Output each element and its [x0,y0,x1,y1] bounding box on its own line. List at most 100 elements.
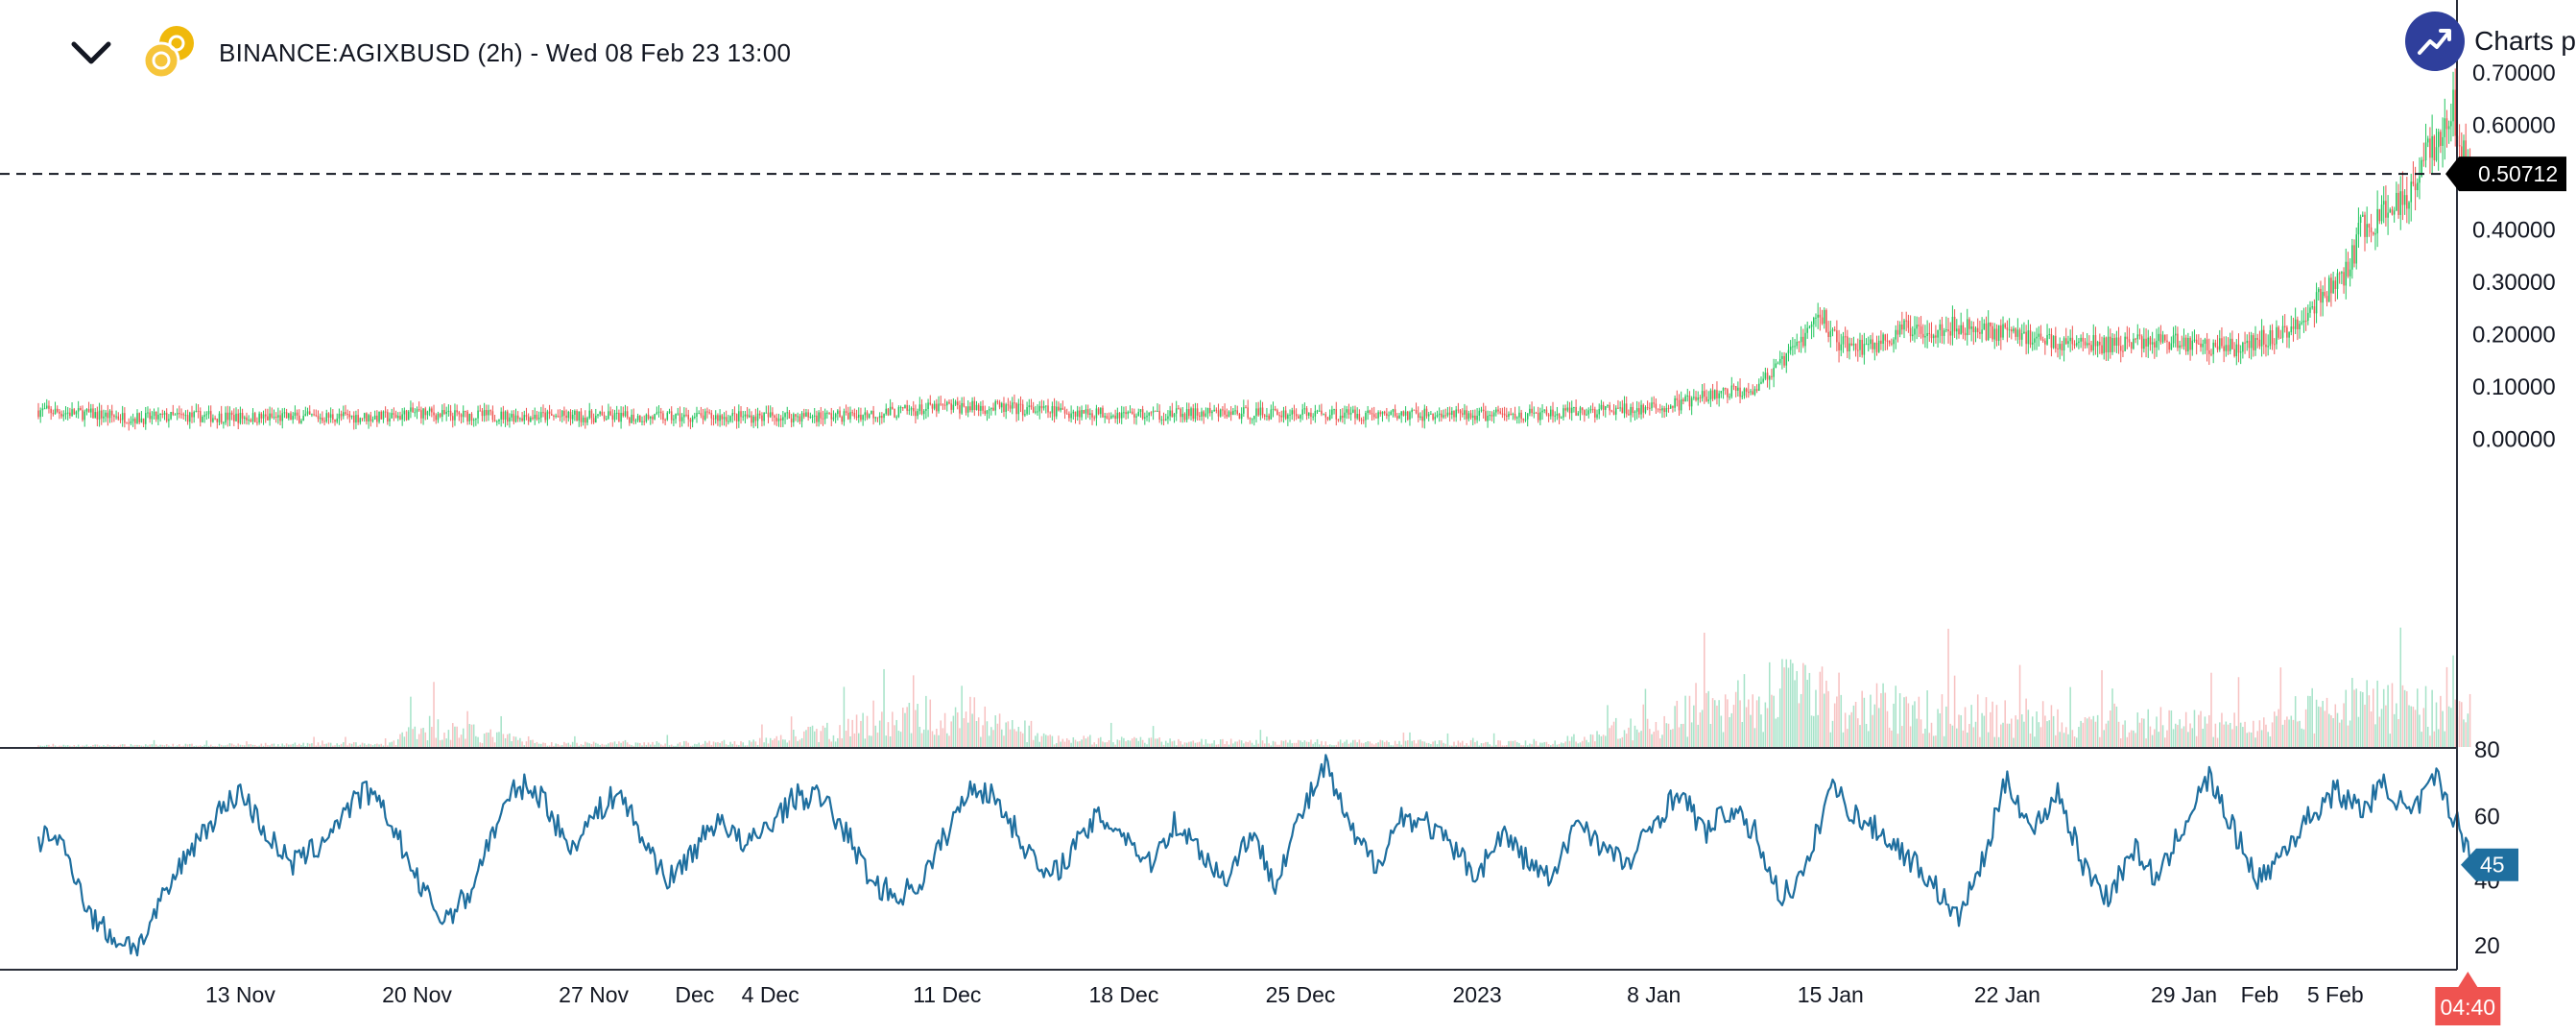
chevron-down-icon[interactable] [58,19,125,86]
candle-body [611,415,614,421]
volume-bar [811,725,814,747]
volume-bar [2008,723,2011,747]
volume-bar [1125,741,1127,747]
candle-body [147,412,149,414]
volume-bar [881,711,883,747]
volume-bar [1471,737,1474,747]
candle-body [887,408,890,416]
volume-bar [304,746,307,747]
candle-body [1857,349,1859,351]
volume-bar [946,733,948,747]
volume-bar [2027,710,2030,747]
candle-body [1206,408,1209,414]
volume-bar [1348,743,1350,747]
candle-body [1026,407,1028,415]
candle-body [1870,339,1872,345]
candle-body [1891,343,1893,345]
volume-bar [1024,720,1026,747]
volume-bar [468,724,471,747]
candle-body [1070,413,1072,419]
volume-bar [66,745,69,747]
volume-bar [1655,721,1658,747]
candle-body [1537,412,1539,421]
volume-bar [2210,672,2212,747]
candle-body [2216,346,2219,350]
candle-body [1535,412,1538,414]
brand-badge[interactable]: Charts p [2405,8,2576,75]
volume-bar [834,741,837,747]
volume-bar [1089,734,1091,747]
candle-body [2055,335,2057,349]
candle-body [1661,408,1663,411]
candle-body [1272,408,1275,410]
volume-bar [1148,737,1150,747]
volume-bar [456,726,458,747]
volume-bar [1003,735,1005,747]
volume-bar [2145,738,2147,747]
candle-body [1289,414,1291,416]
volume-bar [2166,730,2168,747]
volume-bar [871,735,872,747]
volume-bar [994,715,996,747]
volume-bar [2161,725,2164,747]
volume-bar [1602,734,1605,747]
candle-body [2044,340,2046,345]
trend-up-icon [2405,12,2466,71]
volume-bar [2302,729,2305,747]
candle-body [752,416,754,423]
candle-body [2244,342,2246,344]
candle-body [809,416,812,418]
volume-bar [1983,715,1986,747]
candle-body [920,404,923,415]
candle-body [1607,404,1609,407]
volume-bar [1014,729,1015,747]
volume-bar [2440,695,2442,747]
candle-body [1930,333,1933,339]
volume-bar [1169,738,1171,747]
candle-body [1794,346,1796,348]
volume-bar [1331,745,1333,747]
volume-bar [2353,689,2355,747]
volume-bar [1375,743,1377,747]
volume-bar [704,740,706,747]
volume-bar [2126,736,2129,747]
volume-bar [329,742,332,747]
volume-bar [1550,745,1552,747]
volume-bar [1621,736,1624,747]
candle-body [922,410,925,415]
candle-body [292,416,294,421]
volume-bar [1259,730,1262,747]
volume-bar [1194,742,1197,747]
candle-body [2086,343,2088,346]
volume-bar [1783,667,1785,747]
candle-body [1457,409,1460,411]
candle-body [161,414,164,416]
price-axis[interactable]: 0.700000.600000.500000.400000.300000.200… [2472,60,2556,453]
volume-bar [1840,694,1843,747]
volume-bar [2244,721,2246,747]
candle-body [567,411,570,419]
volume-bar [609,742,611,747]
volume-bar [1270,745,1273,747]
volume-bar [1291,743,1294,747]
volume-bar [1005,722,1007,747]
candle-body [1743,388,1746,397]
candle-body [2417,182,2419,191]
candle-body [1819,314,1822,318]
time-tick-label: 25 Dec [1266,982,1336,1007]
candle-body [677,413,680,415]
candle-body [679,413,681,421]
candle-body [2008,329,2011,331]
volume-bar [1570,736,1573,747]
volume-bar [996,723,999,747]
time-axis[interactable]: 13 Nov 20 Nov 27 Nov Dec 4 Dec 11 Dec 18 Dec 25… [205,982,2364,1007]
volume-bar [424,732,427,747]
candle-body [1773,368,1775,377]
volume-bar [2406,690,2408,747]
candle-body [1127,411,1130,415]
candle-body [1732,385,1735,387]
volume-bar [1251,742,1253,747]
candle-body [1100,407,1102,415]
